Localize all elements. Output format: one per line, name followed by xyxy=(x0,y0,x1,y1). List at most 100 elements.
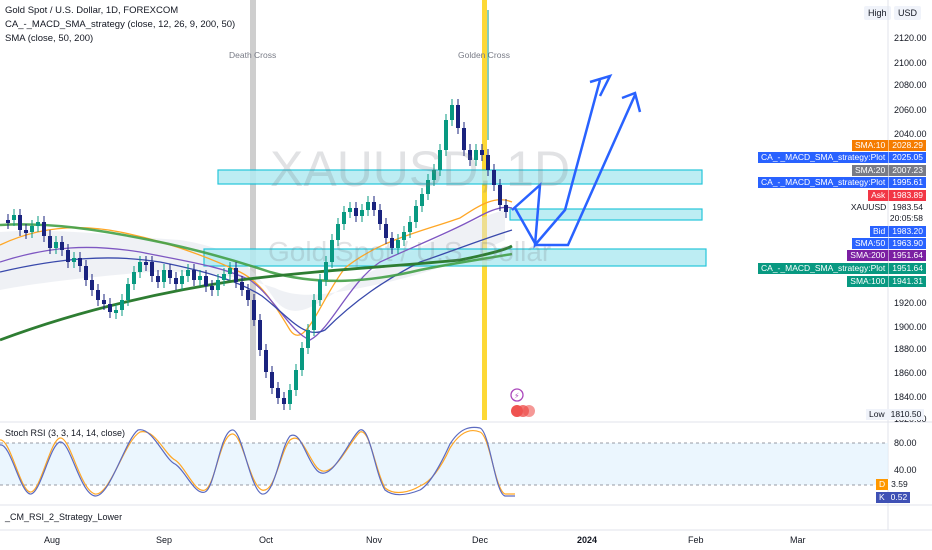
candle-body[interactable] xyxy=(300,348,304,370)
candle-body[interactable] xyxy=(54,242,58,248)
candle-body[interactable] xyxy=(42,222,46,236)
candle-body[interactable] xyxy=(438,150,442,170)
candle-body[interactable] xyxy=(210,286,214,290)
candle-body[interactable] xyxy=(72,258,76,262)
candle-body[interactable] xyxy=(480,150,484,155)
stoch-k-line[interactable] xyxy=(0,426,515,497)
death-cross-label[interactable]: Death Cross xyxy=(229,50,277,60)
candle-body[interactable] xyxy=(156,276,160,282)
indicator-legend-sma[interactable]: SMA (close, 50, 200) xyxy=(5,33,94,44)
candle-body[interactable] xyxy=(270,372,274,388)
candle-body[interactable] xyxy=(222,274,226,280)
candle-body[interactable] xyxy=(360,210,364,216)
candle-body[interactable] xyxy=(492,170,496,185)
candle-body[interactable] xyxy=(336,224,340,240)
candle-body[interactable] xyxy=(420,194,424,206)
candle-body[interactable] xyxy=(396,240,400,248)
lower-indicator-legend[interactable]: _CM_RSI_2_Strategy_Lower xyxy=(5,512,123,522)
candles[interactable] xyxy=(6,10,508,410)
candle-body[interactable] xyxy=(384,224,388,238)
sma200-line[interactable] xyxy=(0,244,513,342)
sma10-line[interactable] xyxy=(0,199,513,336)
currency-button[interactable]: USD xyxy=(894,6,922,20)
candle-body[interactable] xyxy=(456,105,460,128)
support-zone[interactable] xyxy=(203,248,707,267)
candle-body[interactable] xyxy=(102,300,106,304)
candle-body[interactable] xyxy=(48,236,52,248)
sma50-line[interactable] xyxy=(0,223,513,283)
rsi-legend[interactable]: Stoch RSI (3, 3, 14, 14, close) xyxy=(5,428,126,438)
projection-arrowhead-b[interactable] xyxy=(621,91,642,113)
mid-zone[interactable] xyxy=(509,208,703,221)
lightning-icon[interactable] xyxy=(510,388,524,402)
candle-body[interactable] xyxy=(78,258,82,266)
candle-body[interactable] xyxy=(312,300,316,330)
candle-body[interactable] xyxy=(30,226,34,232)
candle-body[interactable] xyxy=(486,155,490,170)
candle-body[interactable] xyxy=(216,280,220,290)
candle-body[interactable] xyxy=(174,278,178,284)
stoch-d-line[interactable] xyxy=(0,429,515,495)
candle-body[interactable] xyxy=(198,276,202,280)
candle-body[interactable] xyxy=(126,284,130,300)
candle-body[interactable] xyxy=(474,150,478,160)
candle-body[interactable] xyxy=(342,212,346,224)
candle-body[interactable] xyxy=(60,242,64,250)
candle-body[interactable] xyxy=(138,262,142,272)
us-flag-icon-3[interactable] xyxy=(523,405,535,417)
candle-body[interactable] xyxy=(324,262,328,280)
candle-body[interactable] xyxy=(180,276,184,284)
candle-body[interactable] xyxy=(84,266,88,280)
candle-body[interactable] xyxy=(114,310,118,313)
sma20-line[interactable] xyxy=(0,229,513,334)
candle-body[interactable] xyxy=(402,232,406,240)
candle-body[interactable] xyxy=(462,128,466,150)
projection-arrowhead-a[interactable] xyxy=(589,73,613,97)
candle-body[interactable] xyxy=(90,280,94,290)
golden-cross-label[interactable]: Golden Cross xyxy=(458,50,510,60)
candle-body[interactable] xyxy=(168,270,172,278)
candle-body[interactable] xyxy=(144,262,148,265)
candle-body[interactable] xyxy=(204,276,208,286)
candle-body[interactable] xyxy=(468,150,472,160)
candle-body[interactable] xyxy=(12,215,16,220)
candle-body[interactable] xyxy=(132,272,136,284)
candle-body[interactable] xyxy=(276,388,280,398)
candle-body[interactable] xyxy=(366,202,370,210)
candle-body[interactable] xyxy=(66,250,70,262)
candle-body[interactable] xyxy=(24,230,28,233)
candle-body[interactable] xyxy=(264,350,268,372)
candle-body[interactable] xyxy=(282,398,286,404)
candle-body[interactable] xyxy=(354,208,358,216)
candle-body[interactable] xyxy=(504,205,508,212)
candle-body[interactable] xyxy=(192,270,196,280)
candle-body[interactable] xyxy=(108,304,112,312)
candle-body[interactable] xyxy=(294,370,298,390)
indicator-legend-macd[interactable]: CA_-_MACD_SMA_strategy (close, 12, 26, 9… xyxy=(5,19,236,30)
projection-path-b[interactable] xyxy=(513,94,637,247)
symbol-legend[interactable]: Gold Spot / U.S. Dollar, 1D, FOREXCOM xyxy=(5,5,179,16)
candle-body[interactable] xyxy=(162,270,166,282)
candle-body[interactable] xyxy=(246,290,250,300)
candle-body[interactable] xyxy=(450,105,454,120)
candle-body[interactable] xyxy=(444,120,448,150)
candle-body[interactable] xyxy=(96,290,100,300)
candle-body[interactable] xyxy=(240,282,244,290)
candle-body[interactable] xyxy=(306,330,310,348)
candle-body[interactable] xyxy=(186,270,190,276)
candle-body[interactable] xyxy=(414,206,418,222)
candle-body[interactable] xyxy=(408,222,412,232)
candle-body[interactable] xyxy=(378,210,382,224)
candle-body[interactable] xyxy=(330,240,334,262)
candle-body[interactable] xyxy=(432,170,436,180)
candle-body[interactable] xyxy=(390,238,394,248)
candle-body[interactable] xyxy=(426,180,430,194)
candle-body[interactable] xyxy=(18,215,22,230)
resistance-zone[interactable] xyxy=(217,169,703,185)
candle-body[interactable] xyxy=(498,185,502,205)
candle-body[interactable] xyxy=(150,262,154,276)
candle-body[interactable] xyxy=(36,222,40,226)
candle-body[interactable] xyxy=(6,220,10,223)
candle-body[interactable] xyxy=(258,320,262,350)
